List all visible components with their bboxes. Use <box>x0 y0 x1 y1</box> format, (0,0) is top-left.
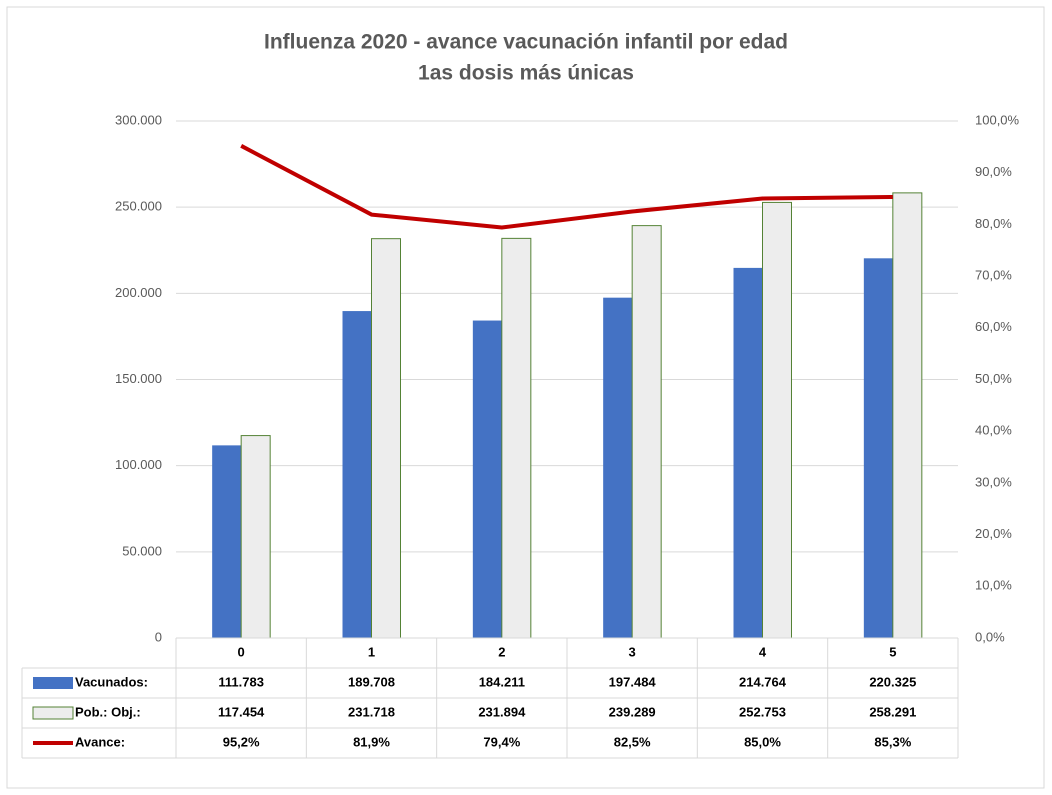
legend-key <box>33 677 73 689</box>
bar <box>631 225 662 639</box>
bar <box>603 297 633 638</box>
bar <box>892 192 923 639</box>
bar <box>342 311 372 638</box>
y2-tick-label: 50,0% <box>975 371 1012 386</box>
table-value: 197.484 <box>609 674 657 689</box>
table-value: 231.894 <box>478 704 526 719</box>
table-value: 231.718 <box>348 704 395 719</box>
legend-key <box>32 706 74 720</box>
bar <box>212 445 242 638</box>
y-tick-label: 300.000 <box>115 112 162 127</box>
y2-tick-label: 40,0% <box>975 423 1012 438</box>
table-value: 85,3% <box>874 734 911 749</box>
chart-title: Influenza 2020 - avance vacunación infan… <box>264 31 788 54</box>
line <box>240 144 893 230</box>
x-tick-label: 1 <box>368 644 375 659</box>
legend-label: Vacunados: <box>75 674 148 689</box>
bar <box>472 320 502 638</box>
y2-tick-label: 60,0% <box>975 319 1012 334</box>
bar <box>733 267 763 638</box>
y-tick-label: 250.000 <box>115 199 162 214</box>
y2-tick-label: 70,0% <box>975 268 1012 283</box>
table-value: 189.708 <box>348 674 395 689</box>
y2-tick-label: 100,0% <box>975 112 1020 127</box>
table-value: 117.454 <box>218 704 265 719</box>
legend-label: Pob.: Obj.: <box>75 704 141 719</box>
table-value: 239.289 <box>609 704 656 719</box>
bar <box>762 201 792 639</box>
y2-tick-label: 10,0% <box>975 578 1012 593</box>
table-value: 258.291 <box>869 704 916 719</box>
table-value: 82,5% <box>614 734 651 749</box>
bar <box>501 237 532 639</box>
y2-tick-label: 20,0% <box>975 526 1012 541</box>
bar <box>371 238 401 639</box>
y-tick-label: 0 <box>155 629 162 644</box>
x-tick-label: 0 <box>238 644 245 659</box>
x-tick-label: 5 <box>889 644 896 659</box>
table-value: 220.325 <box>869 674 916 689</box>
bar <box>863 258 893 638</box>
y-tick-label: 100.000 <box>115 457 162 472</box>
table-value: 252.753 <box>739 704 786 719</box>
table-value: 95,2% <box>223 734 260 749</box>
table-value: 214.764 <box>739 674 787 689</box>
y-tick-label: 50.000 <box>122 543 162 558</box>
table-value: 111.783 <box>218 674 264 689</box>
y2-tick-label: 30,0% <box>975 474 1012 489</box>
table-value: 79,4% <box>483 734 520 749</box>
x-tick-label: 2 <box>498 644 505 659</box>
y-tick-label: 200.000 <box>115 285 162 300</box>
table-value: 81,9% <box>353 734 390 749</box>
bar <box>240 435 271 639</box>
y2-tick-label: 90,0% <box>975 164 1012 179</box>
x-tick-label: 4 <box>759 644 767 659</box>
y-tick-label: 150.000 <box>115 371 162 386</box>
chart-subtitle: 1as dosis más únicas <box>418 62 634 85</box>
legend-label: Avance: <box>75 734 125 749</box>
x-tick-label: 3 <box>629 644 636 659</box>
y2-tick-label: 0,0% <box>975 629 1005 644</box>
table-value: 85,0% <box>744 734 781 749</box>
y2-tick-label: 80,0% <box>975 216 1012 231</box>
table-value: 184.211 <box>479 674 525 689</box>
